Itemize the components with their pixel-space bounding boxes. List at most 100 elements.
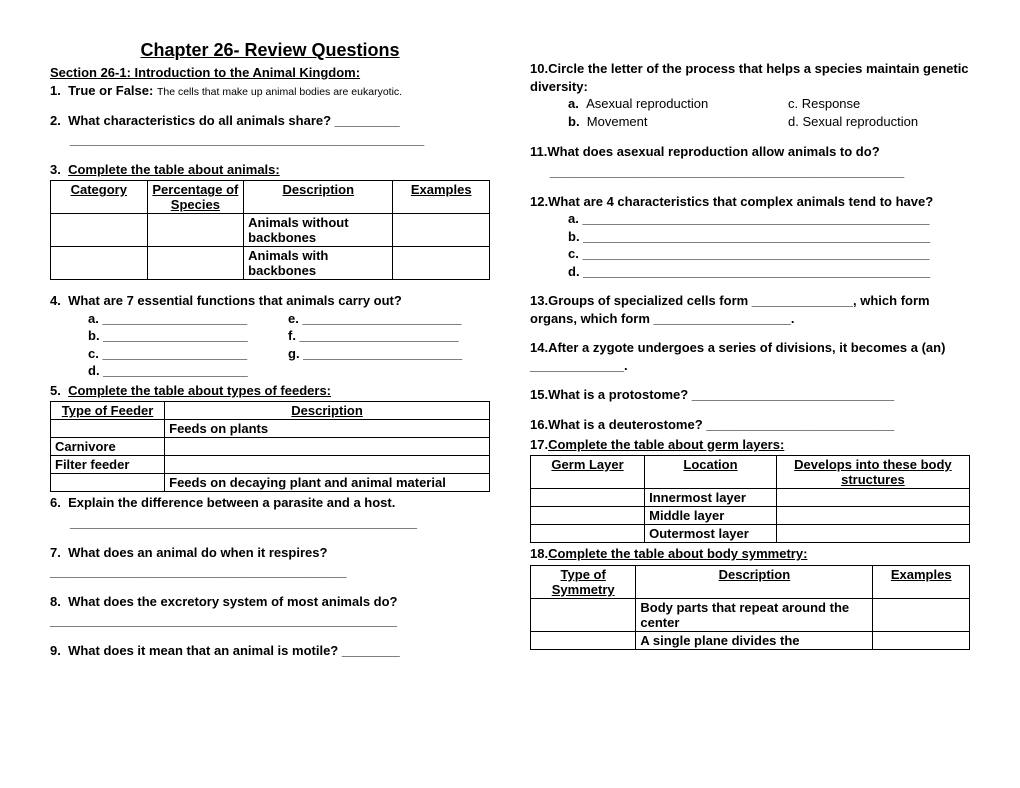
q5-num: 5. (50, 383, 61, 398)
q6-text: Explain the difference between a parasit… (68, 495, 395, 510)
q13-text: Groups of specialized cells form _______… (530, 293, 930, 326)
q13: 13.Groups of specialized cells form ____… (530, 292, 970, 327)
q11-num: 11. (530, 144, 547, 159)
q18: 18.Complete the table about body symmetr… (530, 545, 970, 563)
q4-b: b. ____________________ (88, 327, 288, 345)
right-column: 10.Circle the letter of the process that… (530, 40, 970, 659)
q18-text: Complete the table about body symmetry: (548, 546, 807, 561)
t18-r1-2 (873, 598, 970, 631)
table-animals: Category Percentage of Species Descripti… (50, 180, 490, 280)
t3-r1-3 (393, 214, 490, 247)
t17-h2: Develops into these body structures (776, 456, 969, 489)
q10-c: c. Response (788, 95, 860, 113)
t5-r1-1: Feeds on plants (165, 420, 490, 438)
section-heading: Section 26-1: Introduction to the Animal… (50, 65, 490, 80)
t3-h1: Percentage of Species (147, 181, 244, 214)
chapter-title: Chapter 26- Review Questions (50, 40, 490, 61)
t18-r2-2 (873, 631, 970, 649)
worksheet-page: Chapter 26- Review Questions Section 26-… (50, 40, 970, 659)
q17-text: Complete the table about germ layers: (548, 437, 784, 452)
q14-num: 14. (530, 340, 548, 355)
q6-num: 6. (50, 495, 61, 510)
t5-r1-0 (51, 420, 165, 438)
q11: 11.What does asexual reproduction allow … (530, 143, 970, 161)
t17-r1-2 (776, 489, 969, 507)
t3-r1-1 (147, 214, 244, 247)
q8: 8. What does the excretory system of mos… (50, 593, 490, 611)
q5-text: Complete the table about types of feeder… (68, 383, 331, 398)
t17-r3-1: Outermost layer (645, 525, 777, 543)
t17-h1: Location (645, 456, 777, 489)
q12-b: b. _____________________________________… (568, 228, 970, 246)
t18-r2-1: A single plane divides the (636, 631, 873, 649)
t5-r4-0 (51, 474, 165, 492)
q11-text: What does asexual reproduction allow ani… (547, 144, 879, 159)
t17-h0: Germ Layer (531, 456, 645, 489)
q3: 3. Complete the table about animals: (50, 161, 490, 179)
q10-b: b. (568, 114, 580, 129)
q4-f: f. ______________________ (288, 327, 459, 345)
t17-r3-2 (776, 525, 969, 543)
t3-r1-0 (51, 214, 148, 247)
q13-num: 13. (530, 293, 548, 308)
q12-text: What are 4 characteristics that complex … (548, 194, 933, 209)
t17-r1-1: Innermost layer (645, 489, 777, 507)
q1-text: The cells that make up animal bodies are… (157, 86, 402, 98)
q8-line: ________________________________________… (50, 612, 490, 630)
t3-h0: Category (51, 181, 148, 214)
q10: 10.Circle the letter of the process that… (530, 60, 970, 95)
q16-text: What is a deuterostome? ________________… (548, 417, 894, 432)
t18-r1-0 (531, 598, 636, 631)
t3-r2-2: Animals with backbones (244, 247, 393, 280)
q4-d: d. ____________________ (88, 362, 288, 380)
t17-r2-1: Middle layer (645, 507, 777, 525)
t3-r2-0 (51, 247, 148, 280)
q4-text: What are 7 essential functions that anim… (68, 293, 402, 308)
q11-line: ________________________________________… (550, 163, 970, 181)
t17-r2-2 (776, 507, 969, 525)
t17-r2-0 (531, 507, 645, 525)
q9: 9. What does it mean that an animal is m… (50, 642, 490, 660)
q4-c: c. ____________________ (88, 345, 288, 363)
q6: 6. Explain the difference between a para… (50, 494, 490, 512)
q2-line: ________________________________________… (70, 131, 490, 149)
q8-num: 8. (50, 594, 61, 609)
q2: 2. What characteristics do all animals s… (50, 112, 490, 130)
t5-r4-1: Feeds on decaying plant and animal mater… (165, 474, 490, 492)
q12-num: 12. (530, 194, 548, 209)
q7-line: ________________________________________… (50, 563, 490, 581)
t17-r3-0 (531, 525, 645, 543)
q4-a: a. ____________________ (88, 310, 288, 328)
table-germ-layers: Germ Layer Location Develops into these … (530, 455, 970, 543)
t18-r2-0 (531, 631, 636, 649)
q9-text: What does it mean that an animal is moti… (68, 643, 400, 658)
q7: 7. What does an animal do when it respir… (50, 544, 490, 562)
q14: 14.After a zygote undergoes a series of … (530, 339, 970, 374)
t5-r3-1 (165, 456, 490, 474)
q10-text: Circle the letter of the process that he… (530, 61, 969, 94)
q3-text: Complete the table about animals: (68, 162, 280, 177)
q10-bt: Movement (587, 114, 648, 129)
q15-text: What is a protostome? __________________… (548, 387, 894, 402)
t3-r2-3 (393, 247, 490, 280)
q7-num: 7. (50, 545, 61, 560)
q10-at: Asexual reproduction (586, 96, 708, 111)
q12-c: c. _____________________________________… (568, 245, 970, 263)
t5-h0: Type of Feeder (51, 402, 165, 420)
q12: 12.What are 4 characteristics that compl… (530, 193, 970, 211)
t18-h2: Examples (873, 565, 970, 598)
q5: 5. Complete the table about types of fee… (50, 382, 490, 400)
q2-text: What characteristics do all animals shar… (68, 113, 400, 128)
q4-num: 4. (50, 293, 61, 308)
q15: 15.What is a protostome? _______________… (530, 386, 970, 404)
q17-num: 17. (530, 437, 548, 452)
table-feeders: Type of Feeder Description Feeds on plan… (50, 401, 490, 492)
q2-num: 2. (50, 113, 61, 128)
t5-h1: Description (165, 402, 490, 420)
t18-h0: Type of Symmetry (531, 565, 636, 598)
q10-a: a. (568, 96, 579, 111)
t17-r1-0 (531, 489, 645, 507)
q14-text: After a zygote undergoes a series of div… (530, 340, 945, 373)
t5-r2-0: Carnivore (51, 438, 165, 456)
table-body-symmetry: Type of Symmetry Description Examples Bo… (530, 565, 970, 650)
